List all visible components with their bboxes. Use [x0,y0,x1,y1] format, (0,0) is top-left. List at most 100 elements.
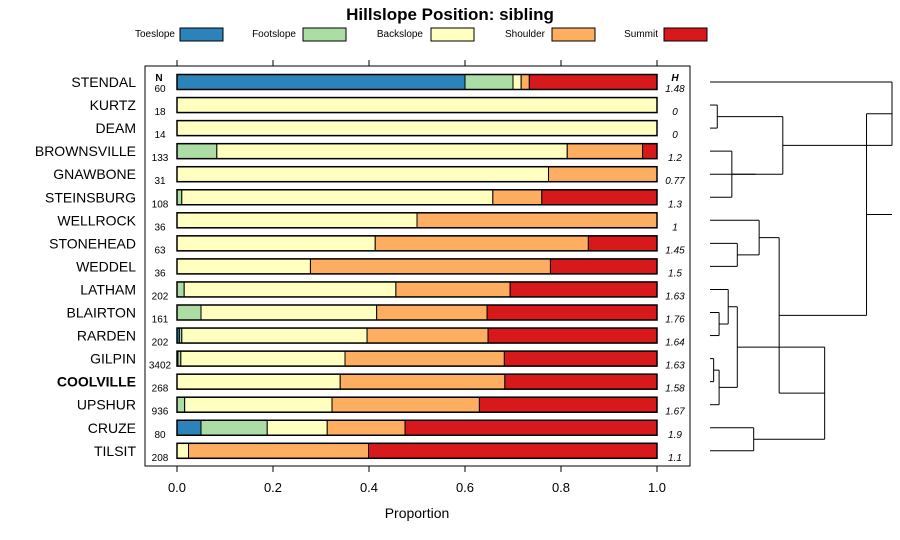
n-label-gnawbone: 31 [154,176,166,187]
bar-outline-kurtz [176,96,658,114]
x-tick-label-2: 0.4 [360,480,378,495]
x-tick-label-3: 0.6 [456,480,474,495]
bar-brownsville-backslope [216,143,568,160]
bar-outline-tilsit [176,442,658,460]
x-axis: 0.0 0.2 0.4 0.6 0.8 1.0 [168,60,666,495]
row-label-coolville: COOLVILLE [57,374,136,390]
bar-stendal-backslope [512,74,522,90]
bar-outline-gilpin [176,350,658,367]
bar-latham-footslope [176,281,185,298]
bar-blairton-footslope [176,304,202,321]
bar-rarden-backslope [181,327,368,344]
h-label-cruze: 1.9 [668,430,682,441]
bar-cruze-toeslope [176,419,202,436]
bar-gnawbone-backslope [176,166,550,183]
bar-gilpin-shoulder [344,350,505,367]
legend-label-shoulder: Shoulder [505,29,546,40]
bar-steinsburg-shoulder [492,189,543,206]
bar-outline-blairton [176,304,658,321]
legend-swatch-summit [663,27,708,42]
bar-outline-rarden [176,327,658,344]
chart-title: Hillslope Position: sibling [346,5,554,24]
row-label-gnawbone: GNAWBONE [53,166,136,182]
n-label-upshur: 936 [152,407,169,418]
legend-label-backslope: Backslope [377,29,424,40]
h-label-blairton: 1.76 [665,315,685,326]
legend-swatch-footslope [302,27,347,42]
row-label-deam: DEAM [96,120,136,136]
n-label-cruze: 80 [154,430,166,441]
h-label-latham: 1.63 [665,291,685,302]
bar-weddel-summit [549,258,658,275]
row-label-cruze: CRUZE [88,420,136,436]
bar-outline-latham [176,281,658,298]
x-tick-label-5: 1.0 [648,480,666,495]
bar-outline-stendal [176,73,658,91]
row-label-wellrock: WELLROCK [57,212,136,228]
bar-rarden-summit [487,327,658,344]
n-label-blairton: 161 [152,315,169,326]
bar-outline-upshur [176,396,658,413]
row-label-blairton: BLAIRTON [66,305,136,321]
bar-steinsburg-backslope [181,189,494,206]
h-label-brownsville: 1.2 [668,153,682,164]
bar-stendal-toeslope [176,74,466,90]
row-label-upshur: UPSHUR [77,397,136,413]
bar-brownsville-footslope [176,143,218,160]
bar-stonehead-summit [587,235,658,252]
row-label-tilsit: TILSIT [94,443,136,459]
legend-label-footslope: Footslope [252,29,296,40]
row-label-rarden: RARDEN [77,328,136,344]
h-label-coolville: 1.58 [665,384,685,395]
h-label-kurtz: 0 [672,107,678,118]
bar-latham-backslope [183,281,397,298]
h-label-weddel: 1.5 [668,268,682,279]
row-label-steinsburg: STEINSBURG [45,189,136,205]
h-label-wellrock: 1 [672,222,678,233]
bar-coolville-backslope [176,373,341,390]
row-label-weddel: WEDDEL [76,258,136,274]
bar-blairton-backslope [200,304,378,321]
row-label-brownsville: BROWNSVILLE [35,143,136,159]
n-label-wellrock: 36 [154,222,166,233]
bar-latham-summit [509,281,658,298]
n-label-latham: 202 [152,291,169,302]
bar-outline-deam [176,119,658,137]
bar-outline-cruze [176,419,658,436]
plot-frame [144,65,691,467]
bar-kurtz-backslope [176,97,658,114]
n-label-tilsit: 208 [152,453,169,464]
n-label-deam: 14 [154,130,166,141]
bar-outline-stonehead [176,235,658,252]
n-label-coolville: 268 [152,384,169,395]
bar-latham-shoulder [395,281,511,298]
x-tick-label-0: 0.0 [168,480,186,495]
bar-outline-gnawbone [176,165,658,183]
bar-steinsburg-summit [541,189,658,206]
bar-outline-coolville [176,373,658,390]
n-label-brownsville: 133 [152,153,169,164]
column-headers: N H [155,73,679,84]
bar-weddel-shoulder [309,258,551,275]
n-label-stendal: 60 [154,84,166,95]
n-label-rarden: 202 [152,338,169,349]
bar-stonehead-backslope [176,235,376,252]
bar-stendal-shoulder [520,74,530,90]
bar-brownsville-shoulder [566,143,644,160]
bar-weddel-backslope [176,258,311,275]
bar-outline-weddel [176,258,658,275]
n-label-kurtz: 18 [154,107,166,118]
bar-gnawbone-shoulder [548,166,658,183]
bar-rows [176,73,658,460]
n-header: N [155,73,162,84]
bar-wellrock-backslope [176,212,418,229]
bar-stonehead-shoulder [374,235,589,252]
h-header: H [671,73,679,84]
bar-tilsit-backslope [176,442,190,459]
bar-tilsit-shoulder [188,442,370,459]
bar-upshur-footslope [176,396,186,413]
bar-blairton-summit [486,304,658,321]
h-label-stonehead: 1.45 [665,245,685,256]
